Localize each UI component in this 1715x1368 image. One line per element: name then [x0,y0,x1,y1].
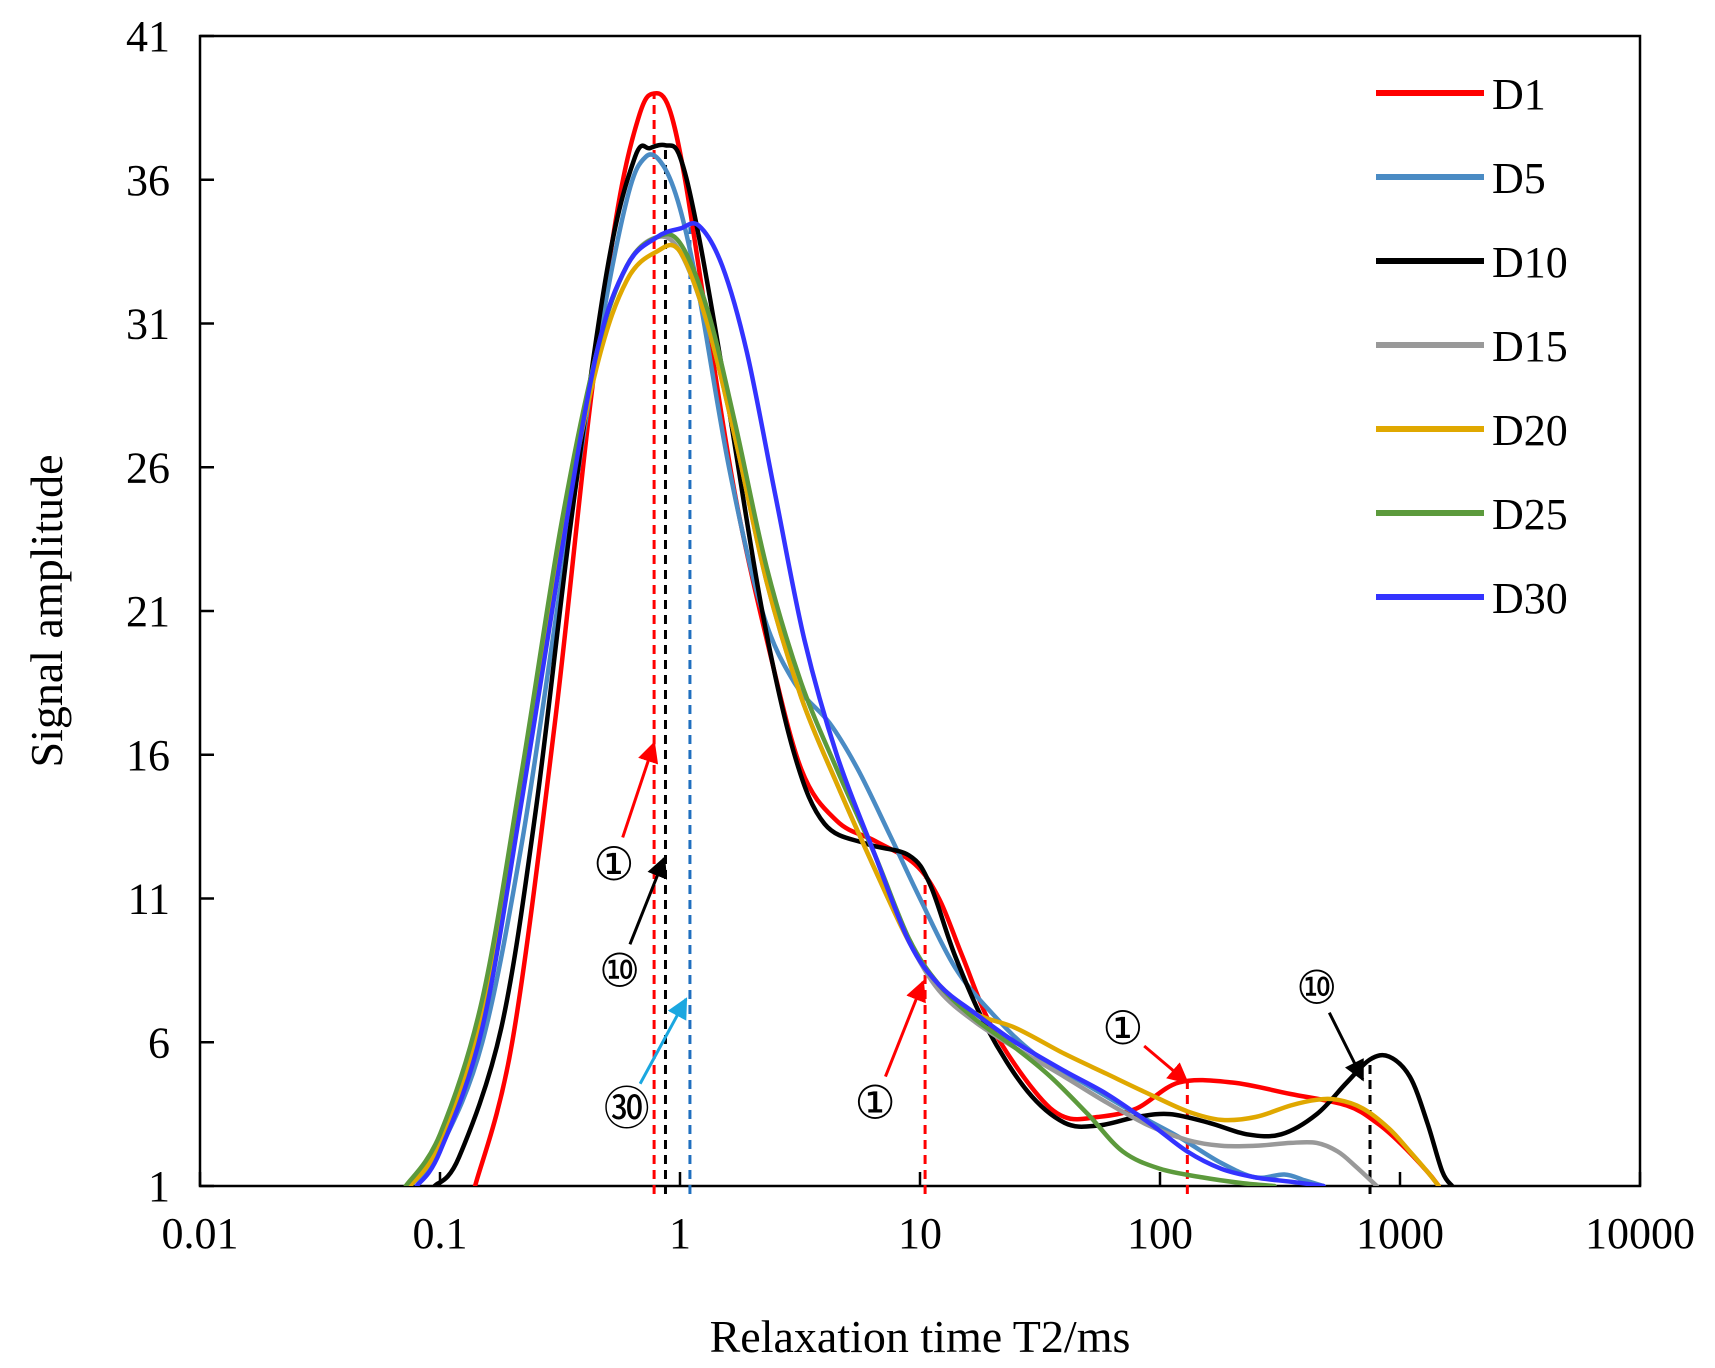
legend-label-d1: D1 [1492,70,1546,119]
y-tick-label: 31 [126,300,170,349]
annotation-label: ① [1102,1003,1143,1054]
y-tick-label: 6 [148,1018,170,1067]
x-axis-label: Relaxation time T2/ms [710,1311,1131,1362]
annotation-label: ⑩ [1296,963,1337,1014]
y-tick-label: 21 [126,587,170,636]
series-line-d30 [414,221,1326,1186]
x-tick-label: 100 [1127,1209,1193,1258]
series-lines [403,90,1455,1186]
legend-label-d20: D20 [1492,406,1568,455]
y-axis-label: Signal amplitude [21,454,72,767]
x-tick-label: 10000 [1585,1209,1695,1258]
annotation-label: ① [854,1078,895,1129]
legend: D1 D5 D10 D15 D20 D25 D30 [1376,70,1568,623]
y-tick-label: 11 [128,875,170,924]
x-tick-label: 0.1 [413,1209,468,1258]
plot-area [198,34,1642,1188]
legend-label-d25: D25 [1492,490,1568,539]
annotation-label: ⑩ [599,945,640,996]
annotation-arrow [884,979,926,1078]
annotation-arrow [1143,1044,1189,1084]
y-tick-label: 16 [126,731,170,780]
legend-label-d10: D10 [1492,238,1568,287]
annotations: ① ⑩ ㉚ ① ① ⑩ [593,741,1365,1134]
annotation-arrow [628,856,668,945]
annotation-label: ① [593,839,634,890]
legend-label-d5: D5 [1492,154,1546,203]
annotation-arrow [638,997,688,1085]
series-line-d20 [407,242,1441,1186]
series-line-d25 [403,231,1277,1186]
y-tick-label: 36 [126,156,170,205]
y-tick-label: 26 [126,443,170,492]
annotation-label: ㉚ [604,1083,650,1134]
x-tick-label: 0.01 [162,1209,239,1258]
x-axis-ticks: 0.01 0.1 1 10 100 1000 10000 [162,1172,1695,1258]
y-tick-label: 41 [126,12,170,61]
x-tick-label: 10 [898,1209,942,1258]
x-tick-label: 1 [669,1209,691,1258]
x-tick-label: 1000 [1356,1209,1444,1258]
legend-label-d15: D15 [1492,322,1568,371]
annotation-arrow [621,741,659,838]
legend-label-d30: D30 [1492,574,1568,623]
annotation-arrow [1327,1011,1365,1082]
y-tick-label: 1 [148,1162,170,1211]
